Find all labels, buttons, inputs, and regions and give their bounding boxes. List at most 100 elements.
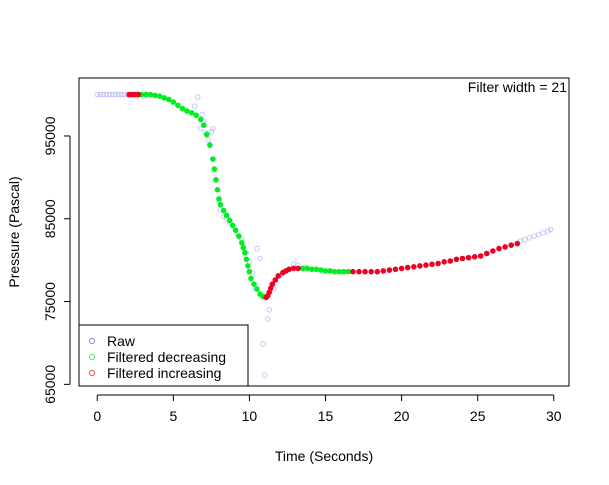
filtered-increasing-point — [362, 268, 368, 275]
filtered-increasing-point — [269, 281, 276, 288]
filtered-decreasing-point — [318, 267, 324, 273]
raw-point — [115, 91, 122, 98]
filtered-increasing-point — [392, 266, 399, 273]
filtered-increasing-point — [290, 265, 297, 272]
filtered-increasing-point — [453, 256, 460, 263]
raw-point — [261, 372, 268, 379]
filtered-decreasing-point — [248, 275, 254, 282]
raw-point — [112, 91, 119, 98]
filtered-decreasing-point — [204, 131, 210, 138]
filtered-decreasing-point — [331, 268, 338, 275]
y-axis-title: Pressure (Pascal) — [6, 176, 22, 287]
filtered-decreasing-point — [210, 156, 216, 162]
filtered-decreasing-point — [232, 227, 239, 234]
filtered-decreasing-point — [179, 105, 186, 112]
filtered-decreasing-point — [236, 233, 242, 239]
filtered-increasing-point — [380, 268, 387, 274]
filtered-increasing-point — [514, 240, 521, 247]
raw-point — [254, 245, 260, 252]
raw-point — [208, 129, 215, 135]
filtered-increasing-point — [502, 244, 508, 250]
filtered-increasing-point — [441, 258, 448, 265]
legend-label-decreasing: Filtered decreasing — [107, 349, 226, 365]
filtered-decreasing-point — [240, 244, 247, 251]
filtered-increasing-point — [447, 258, 454, 264]
filtered-decreasing-point — [226, 217, 233, 224]
filtered-increasing-point — [435, 260, 441, 267]
filtered-increasing-point — [135, 91, 142, 98]
filtered-increasing-point — [368, 268, 375, 275]
filtered-increasing-point — [459, 255, 466, 262]
raw-point — [257, 255, 263, 262]
filtered-decreasing-point — [242, 249, 248, 256]
filtered-increasing-point — [465, 254, 472, 261]
filtered-increasing-point — [471, 253, 478, 260]
filtered-increasing-point — [410, 263, 417, 270]
raw-point — [547, 226, 554, 233]
x-tick-label: 30 — [546, 408, 562, 424]
raw-point — [100, 91, 107, 98]
filtered-decreasing-point — [214, 187, 221, 193]
legend: Raw Filtered decreasing Filtered increas… — [78, 324, 249, 387]
raw-point — [535, 231, 542, 238]
filtered-decreasing-point — [156, 93, 163, 99]
raw-point — [210, 125, 216, 132]
y-tick-label: 85000 — [42, 199, 58, 238]
filtered-decreasing-point — [304, 265, 311, 272]
filtered-decreasing-point — [251, 281, 257, 288]
x-tick-label: 10 — [242, 408, 258, 424]
raw-point — [197, 125, 204, 132]
series-filtered-decreasing-points — [138, 91, 352, 300]
y-axis: 65000 75000 85000 95000 — [42, 116, 71, 404]
filtered-decreasing-point — [322, 268, 329, 274]
raw-point — [264, 316, 271, 322]
raw-point — [97, 91, 104, 98]
legend-label-raw: Raw — [107, 333, 136, 349]
y-tick-label: 65000 — [42, 365, 58, 404]
raw-point — [526, 235, 533, 241]
filtered-decreasing-point — [170, 99, 177, 105]
filtered-decreasing-point — [239, 240, 245, 246]
filtered-increasing-point — [483, 250, 490, 257]
filtered-decreasing-point — [213, 177, 219, 183]
raw-point — [94, 91, 101, 98]
filtered-increasing-point — [429, 261, 435, 268]
filtered-decreasing-point — [211, 166, 218, 172]
filtered-decreasing-point — [313, 266, 320, 273]
x-axis-title: Time (Seconds) — [275, 448, 373, 464]
filtered-increasing-point — [374, 268, 381, 275]
filtered-decreasing-point — [327, 268, 333, 274]
x-tick-label: 0 — [93, 408, 101, 424]
filtered-decreasing-point — [217, 201, 224, 208]
filtered-decreasing-point — [336, 268, 343, 275]
filtered-increasing-point — [350, 268, 356, 275]
filtered-increasing-point — [295, 265, 301, 272]
series-filtered-increasing-points — [126, 91, 521, 301]
filtered-decreasing-point — [166, 96, 172, 103]
legend-marker-decreasing — [88, 353, 96, 361]
filtered-decreasing-point — [345, 268, 352, 275]
filtered-increasing-point — [275, 273, 282, 279]
legend-label-increasing: Filtered increasing — [107, 365, 221, 381]
filtered-decreasing-point — [201, 122, 207, 128]
x-tick-label: 20 — [394, 408, 410, 424]
raw-point — [522, 236, 528, 243]
raw-point — [199, 111, 206, 118]
filtered-increasing-point — [272, 277, 279, 283]
filtered-decreasing-point — [207, 142, 213, 148]
filtered-decreasing-point — [188, 110, 195, 116]
legend-marker-raw — [88, 337, 96, 345]
filtered-decreasing-point — [193, 112, 200, 119]
raw-point — [194, 94, 201, 100]
filtered-increasing-point — [398, 265, 405, 272]
raw-point — [191, 103, 198, 109]
x-axis: 0 5 10 15 20 25 30 — [93, 394, 562, 424]
filtered-decreasing-point — [143, 91, 149, 98]
x-tick-label: 25 — [470, 408, 486, 424]
raw-point — [260, 341, 266, 347]
filtered-decreasing-point — [340, 268, 347, 275]
filtered-decreasing-point — [184, 108, 190, 114]
filtered-decreasing-point — [229, 222, 236, 229]
y-tick-label: 95000 — [42, 116, 58, 155]
filtered-increasing-point — [477, 253, 484, 259]
